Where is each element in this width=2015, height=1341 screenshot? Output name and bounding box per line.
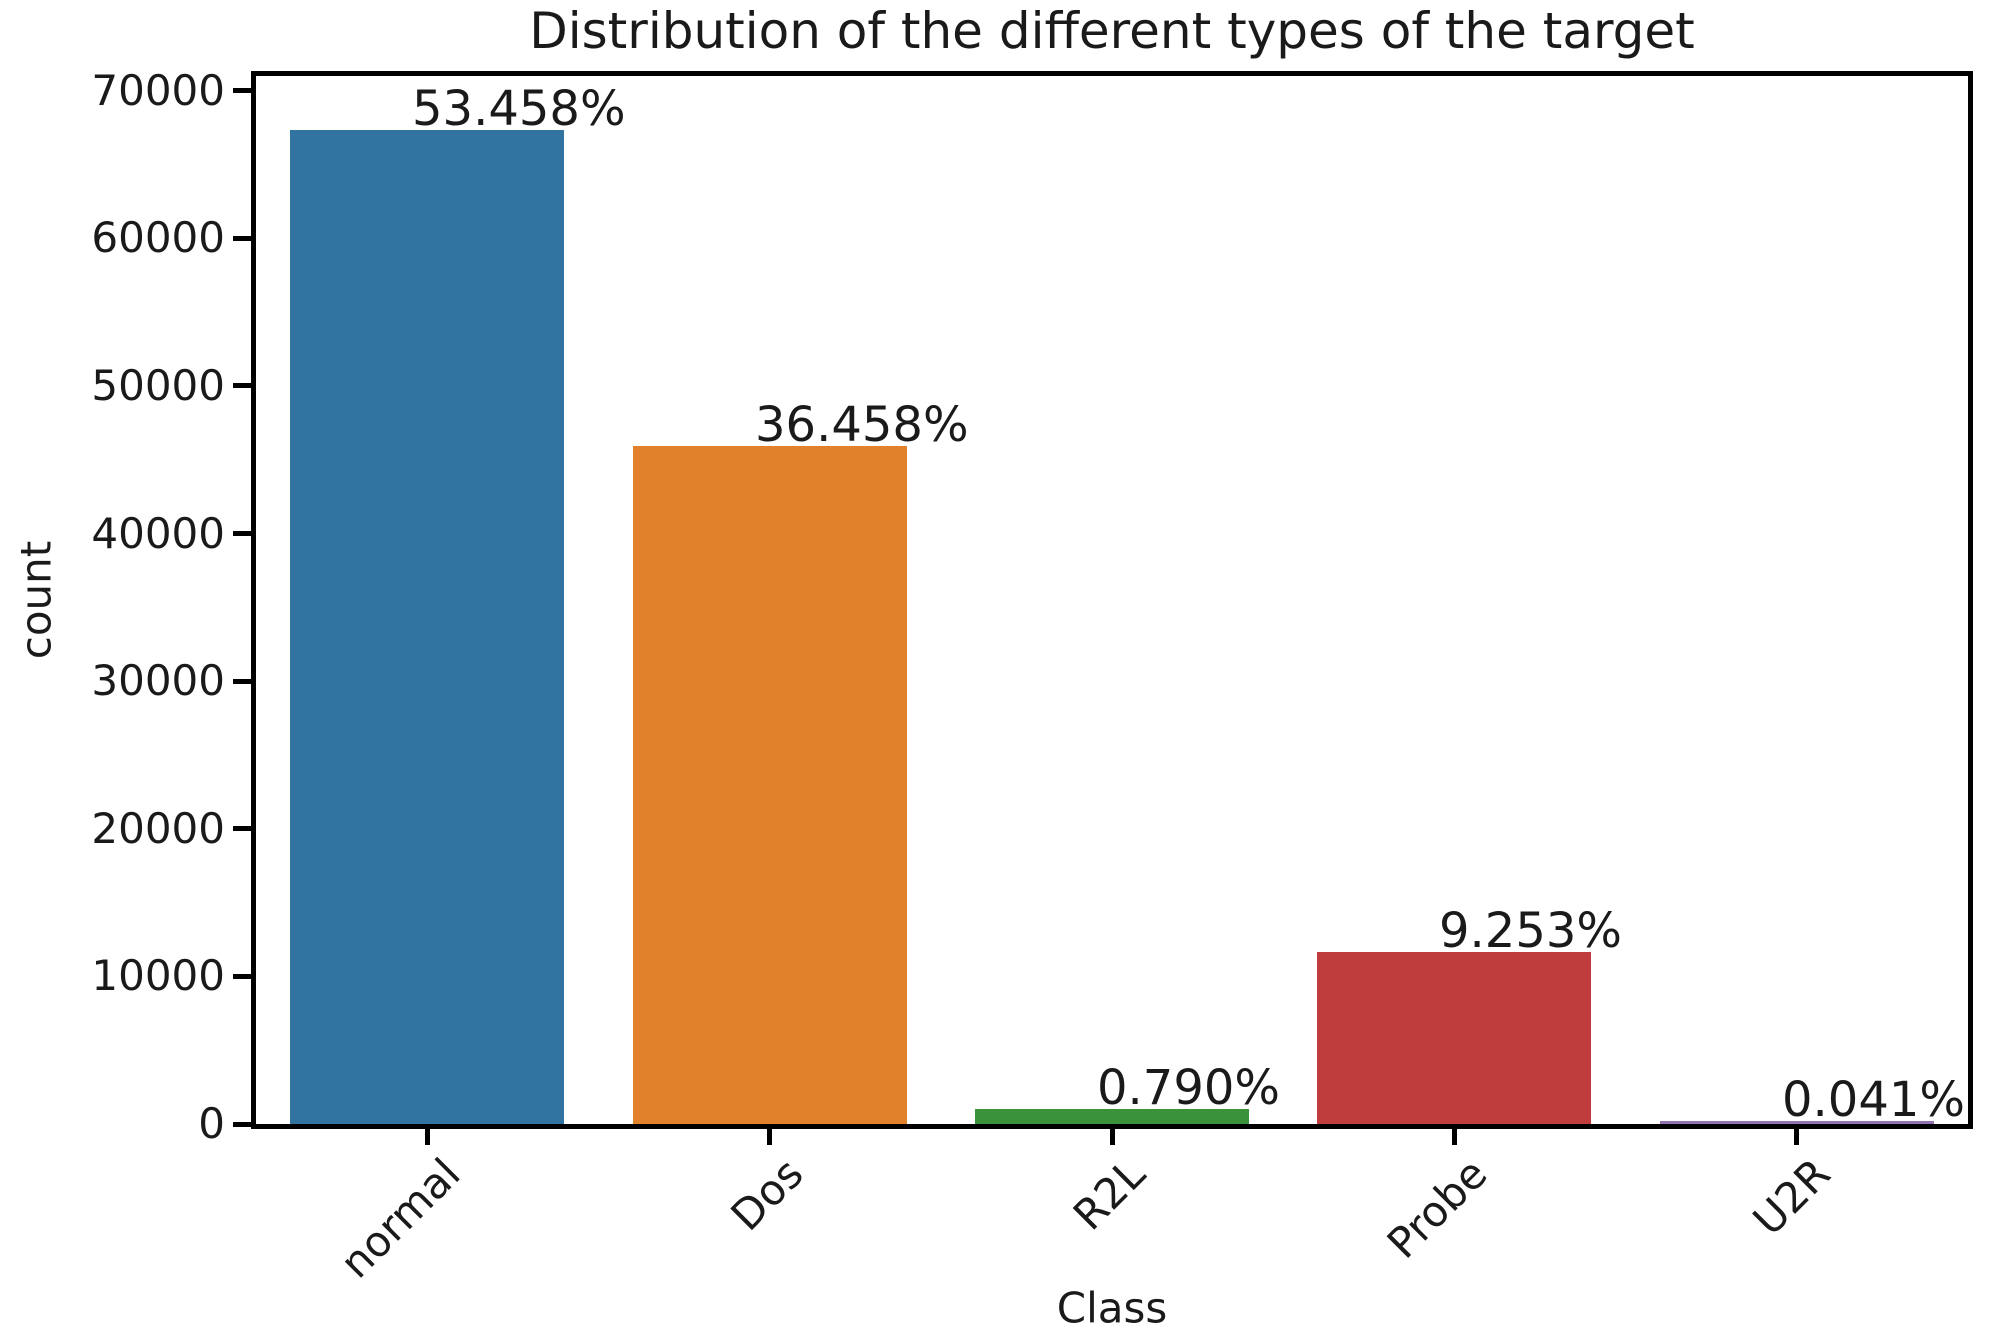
y-tick-label: 10000 (91, 951, 225, 1000)
bar-value-label: 9.253% (1439, 903, 1623, 959)
y-tick-mark (233, 236, 251, 241)
x-tick-label-normal: normal (330, 1148, 470, 1288)
bar-value-label: 53.458% (412, 81, 626, 137)
y-tick-label: 50000 (91, 361, 225, 410)
y-tick-mark (233, 679, 251, 684)
y-tick-label: 30000 (91, 656, 225, 705)
bar-Probe (1317, 952, 1591, 1124)
bars-layer: 53.458% 36.458% 0.790% 9.253% 0.041% (256, 76, 1968, 1124)
bar-R2L (975, 1109, 1249, 1124)
y-tick-mark (233, 88, 251, 93)
y-tick-mark (233, 974, 251, 979)
y-tick-label: 20000 (91, 804, 225, 853)
chart-title: Distribution of the different types of t… (529, 2, 1695, 60)
bar-Dos (633, 446, 907, 1124)
plot-area: 53.458% 36.458% 0.790% 9.253% 0.041% (251, 71, 1973, 1129)
x-tick-mark (767, 1129, 772, 1145)
bar-U2R (1660, 1121, 1934, 1124)
y-tick-mark (233, 826, 251, 831)
y-tick-label: 70000 (91, 66, 225, 115)
bar-value-label: 0.041% (1782, 1072, 1966, 1128)
y-tick-label: 60000 (91, 213, 225, 262)
x-tick-mark (1794, 1129, 1799, 1145)
x-axis-title: Class (1056, 1283, 1168, 1333)
y-tick-mark (233, 383, 251, 388)
x-tick-label-U2R: U2R (1743, 1148, 1840, 1245)
x-tick-label-R2L: R2L (1063, 1148, 1155, 1240)
bar-normal (290, 130, 564, 1124)
x-tick-mark (425, 1129, 430, 1145)
y-tick-mark (233, 1122, 251, 1127)
x-tick-label-Probe: Probe (1377, 1148, 1497, 1268)
x-tick-mark (1452, 1129, 1457, 1145)
y-tick-label: 40000 (91, 509, 225, 558)
bar-value-label: 36.458% (755, 397, 969, 453)
y-tick-label: 0 (198, 1099, 225, 1148)
bar-value-label: 0.790% (1097, 1060, 1281, 1116)
y-axis-title: count (11, 540, 61, 660)
y-tick-mark (233, 531, 251, 536)
x-tick-label-Dos: Dos (721, 1148, 813, 1241)
x-tick-mark (1110, 1129, 1115, 1145)
